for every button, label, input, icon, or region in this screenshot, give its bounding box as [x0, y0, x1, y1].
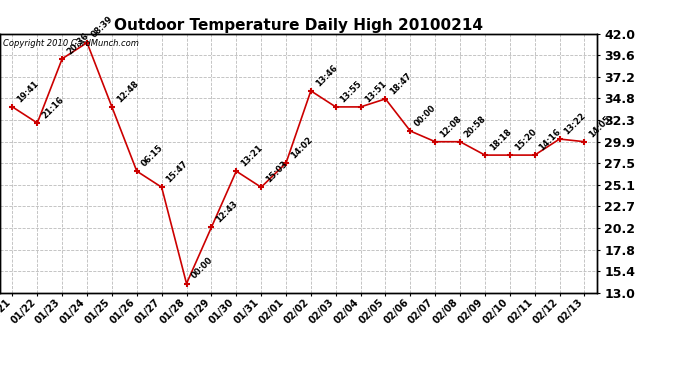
Text: 14:02: 14:02: [289, 135, 314, 160]
Text: 00:00: 00:00: [189, 256, 215, 281]
Text: 13:21: 13:21: [239, 143, 264, 168]
Text: 14:05: 14:05: [587, 114, 613, 139]
Text: 12:43: 12:43: [214, 199, 239, 225]
Text: 08:39: 08:39: [90, 15, 115, 40]
Text: 12:08: 12:08: [438, 114, 463, 139]
Title: Outdoor Temperature Daily High 20100214: Outdoor Temperature Daily High 20100214: [114, 18, 483, 33]
Text: 13:46: 13:46: [314, 63, 339, 88]
Text: 15:20: 15:20: [513, 127, 538, 152]
Text: 06:15: 06:15: [139, 143, 165, 168]
Text: 18:18: 18:18: [488, 127, 513, 152]
Text: 13:51: 13:51: [364, 79, 388, 104]
Text: 13:55: 13:55: [339, 79, 364, 104]
Text: 15:03: 15:03: [264, 159, 289, 184]
Text: 12:48: 12:48: [115, 79, 140, 104]
Text: 20:36: 20:36: [65, 31, 90, 56]
Text: 19:41: 19:41: [15, 79, 41, 104]
Text: Copyright 2010 CardMunch.com: Copyright 2010 CardMunch.com: [3, 39, 139, 48]
Text: 14:16: 14:16: [538, 127, 563, 152]
Text: 18:47: 18:47: [388, 71, 413, 96]
Text: 21:16: 21:16: [40, 95, 66, 120]
Text: 00:00: 00:00: [413, 103, 438, 128]
Text: 20:58: 20:58: [463, 114, 488, 139]
Text: 15:47: 15:47: [164, 159, 190, 184]
Text: 13:22: 13:22: [562, 111, 588, 136]
